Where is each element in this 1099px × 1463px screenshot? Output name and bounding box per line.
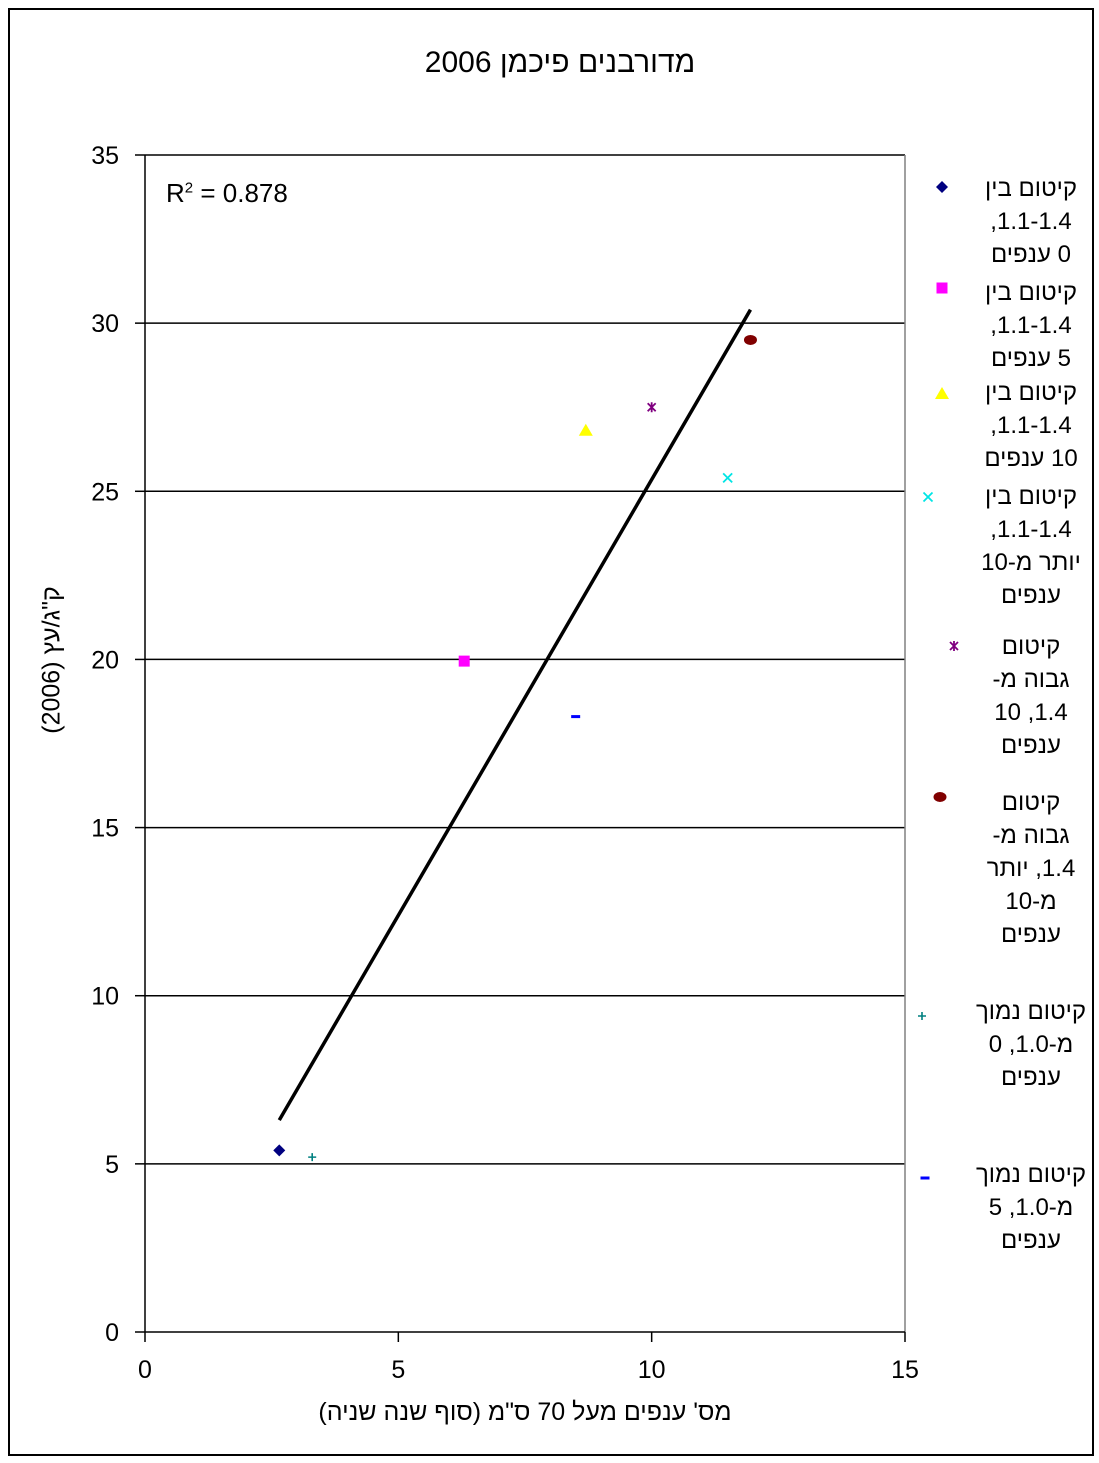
legend-item-line: קיטום [1001,789,1061,816]
legend-marker-7 [918,1012,926,1020]
legend-item-line: קיטום בין [984,379,1078,406]
legend-item-line: 1.1-1.4, [990,412,1072,439]
legend-item-line: ענפים [1001,732,1061,759]
data-point-series-8 [571,715,581,719]
r2-value: = 0.878 [193,178,288,208]
legend-item-4: קיטום בין 1.1-1.4, יותר מ-10 ענפים [969,480,1093,612]
data-point-series-4 [722,472,733,483]
r2-symbol: R [166,178,185,208]
legend-item-line: 1.1-1.4, [990,208,1072,235]
legend-item-line: 1.1-1.4, [990,516,1072,543]
legend-marker-8 [920,1176,930,1180]
y-tick-label: 20 [91,646,119,674]
legend-item-line: 1.4, 10 [994,699,1068,726]
legend-marker-1 [936,181,948,193]
r2-exponent: 2 [184,179,194,197]
data-point-series-7 [308,1153,317,1162]
legend-marker-2 [936,282,948,294]
legend-item-line: ענפים [1001,921,1061,948]
x-axis-label: מס' ענפים מעל 70 ס"מ (סוף שנה שניה) [318,1398,732,1426]
trendline [277,308,752,1122]
legend-marker-3 [935,387,949,399]
legend-item-8: קיטום נמוך מ-1.0, 5 ענפים [969,1158,1093,1257]
y-axis-label: ק"ג/עץ (2006) [37,586,66,734]
chart-frame [8,8,1094,1456]
y-tick-label: 5 [105,1151,119,1179]
x-tick-label: 5 [391,1356,405,1384]
legend-item-line: ענפים [1001,1064,1061,1091]
legend-item-line: 0 ענפים [990,241,1071,268]
data-point-series-6 [743,334,757,345]
y-tick-label: 35 [91,142,119,170]
legend-item-line: קיטום בין [984,279,1078,306]
r-squared-label: R2 = 0.878 [166,178,288,209]
y-tick-label: 10 [91,983,119,1011]
legend-item-line: 1.1-1.4, [990,312,1072,339]
legend-item-line: קיטום בין [984,175,1078,202]
legend-item-line: ענפים [1001,582,1061,609]
legend-item-6: קיטום גבוה מ- 1.4, יותר מ-10 ענפים [969,786,1093,951]
legend-item-line: יותר מ-10 [981,549,1081,576]
data-point-series-3 [578,423,593,436]
legend-item-line: קיטום נמוך [975,998,1087,1025]
y-tick-label: 30 [91,310,119,338]
y-tick-label: 0 [105,1319,119,1347]
y-tick-label: 25 [91,478,119,506]
x-tick-label: 10 [638,1356,666,1384]
data-point-series-2 [458,655,470,667]
legend-item-line: 5 ענפים [990,345,1071,372]
legend-marker-6 [933,792,947,802]
x-tick-label: 15 [891,1356,919,1384]
x-tick-label: 0 [138,1356,152,1384]
legend-item-7: קיטום נמוך מ-1.0, 0 ענפים [969,995,1093,1094]
legend-item-line: מ-1.0, 0 [988,1031,1074,1058]
legend-item-3: קיטום בין 1.1-1.4, 10 ענפים [969,376,1093,475]
legend-item-line: גבוה מ- [992,666,1070,693]
legend-item-line: קיטום בין [984,483,1078,510]
data-point-series-1 [273,1144,286,1157]
y-tick-label: 15 [91,815,119,843]
legend-marker-4 [922,491,934,503]
legend-item-line: ענפים [1001,1227,1061,1254]
chart-title: מדורבנים פיכמן 2006 [424,46,696,79]
legend-marker-5 [949,641,959,651]
legend-item-1: קיטום בין 1.1-1.4, 0 ענפים [969,172,1093,271]
legend-item-line: גבוה מ- [992,822,1070,849]
legend-item-line: קיטום נמוך [975,1161,1087,1188]
legend-item-5: קיטום גבוה מ- 1.4, 10 ענפים [969,630,1093,762]
legend-item-2: קיטום בין 1.1-1.4, 5 ענפים [969,276,1093,375]
legend-item-line: 1.4, יותר [986,855,1076,882]
legend-item-line: מ-10 [1005,888,1057,915]
legend-item-line: מ-1.0, 5 [988,1194,1074,1221]
legend-item-line: 10 ענפים [984,445,1078,472]
legend-item-line: קיטום [1001,633,1061,660]
data-point-series-5 [647,402,657,413]
